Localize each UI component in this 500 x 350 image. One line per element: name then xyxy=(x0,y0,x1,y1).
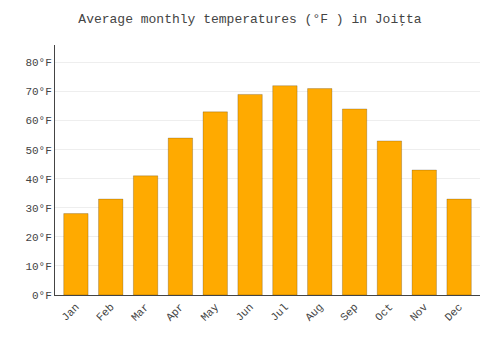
svg-text:Nov: Nov xyxy=(408,301,431,324)
svg-text:0°F: 0°F xyxy=(32,290,52,302)
svg-text:May: May xyxy=(199,301,222,324)
svg-text:70°F: 70°F xyxy=(25,86,51,98)
svg-text:Feb: Feb xyxy=(94,301,116,323)
svg-text:Jun: Jun xyxy=(234,301,256,323)
svg-text:50°F: 50°F xyxy=(25,145,51,157)
svg-text:Average monthly temperatures (: Average monthly temperatures (°F ) in Jo… xyxy=(78,12,421,27)
svg-text:Jul: Jul xyxy=(268,301,290,323)
svg-text:30°F: 30°F xyxy=(25,203,51,215)
svg-text:Apr: Apr xyxy=(164,301,186,323)
svg-text:20°F: 20°F xyxy=(25,232,51,244)
svg-text:Jan: Jan xyxy=(59,301,81,323)
svg-text:10°F: 10°F xyxy=(25,261,51,273)
svg-text:Oct: Oct xyxy=(373,301,395,323)
svg-text:Dec: Dec xyxy=(443,301,465,323)
svg-text:80°F: 80°F xyxy=(25,57,51,69)
svg-text:Mar: Mar xyxy=(129,301,151,323)
svg-text:40°F: 40°F xyxy=(25,174,51,186)
svg-text:60°F: 60°F xyxy=(25,115,51,127)
svg-text:Aug: Aug xyxy=(303,301,325,323)
svg-text:Sep: Sep xyxy=(338,301,360,323)
